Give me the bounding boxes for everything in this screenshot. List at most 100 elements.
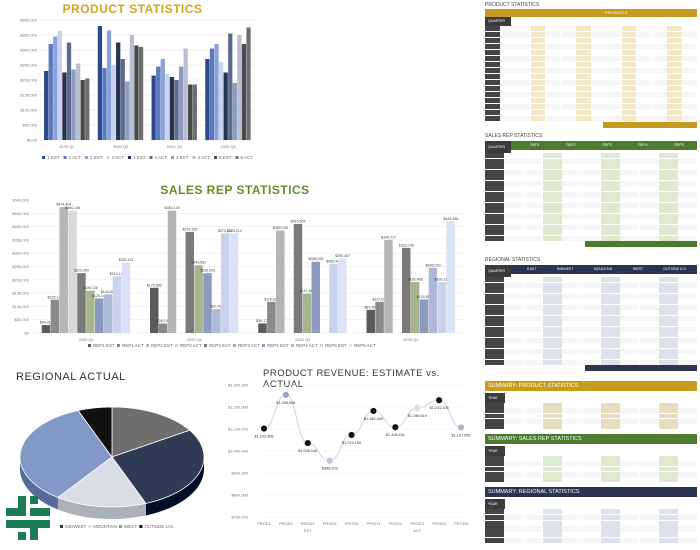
sheet-cell [562, 230, 582, 236]
sheet-cell [606, 49, 622, 56]
pie-slice-side [145, 457, 204, 516]
sheet-cell [562, 424, 582, 429]
product-sheet-grid [485, 26, 697, 121]
data-point [282, 391, 290, 399]
sheet-cell [560, 37, 576, 44]
sheet-cell [621, 85, 637, 92]
sheet-cell [667, 37, 682, 44]
sheet-cell [620, 520, 640, 526]
sheet-cell [504, 537, 524, 543]
region-header-cell: EAST [527, 267, 537, 271]
sheet-cell [639, 282, 659, 288]
sheet-cell [621, 73, 637, 80]
bar [134, 45, 139, 140]
sheet-cell [485, 186, 504, 192]
sheet-cell [636, 109, 652, 116]
sheet-cell [576, 67, 591, 74]
sheet-cell [545, 49, 561, 56]
sheet-cell [658, 348, 678, 354]
sheet-cell [523, 208, 543, 214]
sheet-cell [639, 293, 659, 299]
summary-region-sheet: SUMMARY: REGIONAL STATISTICS YEAR [485, 487, 697, 547]
sheet-cell [504, 332, 524, 338]
sheet-cell [606, 115, 622, 121]
sheet-cell [639, 219, 659, 225]
summary-rep-year-cell [485, 446, 505, 456]
sheet-cell [560, 49, 576, 56]
sheet-cell [485, 321, 504, 327]
sheet-cell [639, 310, 659, 316]
sheet-cell [562, 526, 582, 532]
summary-product-grid [485, 403, 697, 429]
sheet-cell [560, 67, 576, 74]
data-point [369, 407, 378, 415]
legend-label: REP5 EST [325, 343, 347, 348]
sheet-cell [542, 293, 562, 299]
sheet-cell [639, 408, 659, 414]
sheet-cell [682, 31, 697, 38]
sheet-cell [562, 310, 582, 316]
sheet-cell [504, 471, 524, 477]
sheet-cell [504, 180, 524, 186]
sheet-cell [639, 321, 659, 327]
sheet-cell [530, 91, 546, 98]
sheet-cell [600, 191, 620, 197]
sheet-cell [562, 509, 582, 515]
sheet-cell [515, 37, 531, 44]
bar [44, 71, 49, 140]
sheet-cell [658, 509, 678, 515]
sheet-cell [678, 532, 697, 538]
sheet-cell [485, 197, 504, 203]
sheet-cell [620, 326, 640, 332]
sheet-cell [581, 169, 601, 175]
sheet-cell [504, 466, 524, 472]
product-sheet-header-label: PRODUCTS [605, 10, 628, 15]
sheet-cell [562, 471, 582, 477]
product-sheet-title: PRODUCT STATISTICS [485, 2, 540, 8]
bar [120, 59, 125, 140]
sheet-cell [562, 164, 582, 170]
bar [302, 293, 312, 333]
sheet-cell [678, 304, 697, 310]
sheet-cell [542, 359, 562, 365]
sheet-cell [485, 337, 504, 343]
sheet-cell [581, 158, 601, 164]
bar [111, 65, 116, 140]
bar [293, 223, 303, 333]
sheet-cell [542, 537, 562, 543]
sheet-cell [581, 191, 601, 197]
sheet-cell [562, 315, 582, 321]
sheet-cell [658, 413, 678, 419]
sheet-cell [523, 158, 543, 164]
legend-swatch [42, 156, 45, 159]
rep-sheet-quarter-cell [485, 141, 511, 153]
sheet-cell [515, 103, 531, 110]
sheet-cell [658, 153, 678, 159]
sheet-cell [581, 299, 601, 305]
regional-sheet: REGIONAL STATISTICS QUARTER EAST MIDWEST… [485, 257, 697, 372]
sheet-cell [620, 186, 640, 192]
sheet-cell [620, 526, 640, 532]
sheet-cell [682, 43, 697, 50]
sheet-cell [639, 153, 659, 159]
sheet-cell [658, 164, 678, 170]
data-label: $36,148 [157, 319, 170, 323]
sheet-cell [485, 466, 504, 472]
sheet-cell [500, 91, 515, 98]
sheet-cell [500, 115, 515, 121]
data-label: $1,036,140 [298, 449, 317, 453]
x-group-label: ACT [413, 528, 422, 533]
data-label: $280,467 [335, 254, 350, 258]
sheet-cell [485, 514, 504, 520]
sheet-cell [620, 288, 640, 294]
sheet-cell [678, 332, 697, 338]
summary-region-band [485, 487, 697, 497]
sheet-cell [581, 359, 601, 365]
summary-region-year-label: YEAR [488, 502, 498, 506]
sheet-cell [581, 202, 601, 208]
y-tick-label: $150,000 [20, 93, 37, 98]
sheet-cell [504, 235, 524, 241]
sheet-cell [485, 97, 500, 104]
sheet-cell [542, 343, 562, 349]
legend-label: REP3 EST [209, 343, 231, 348]
